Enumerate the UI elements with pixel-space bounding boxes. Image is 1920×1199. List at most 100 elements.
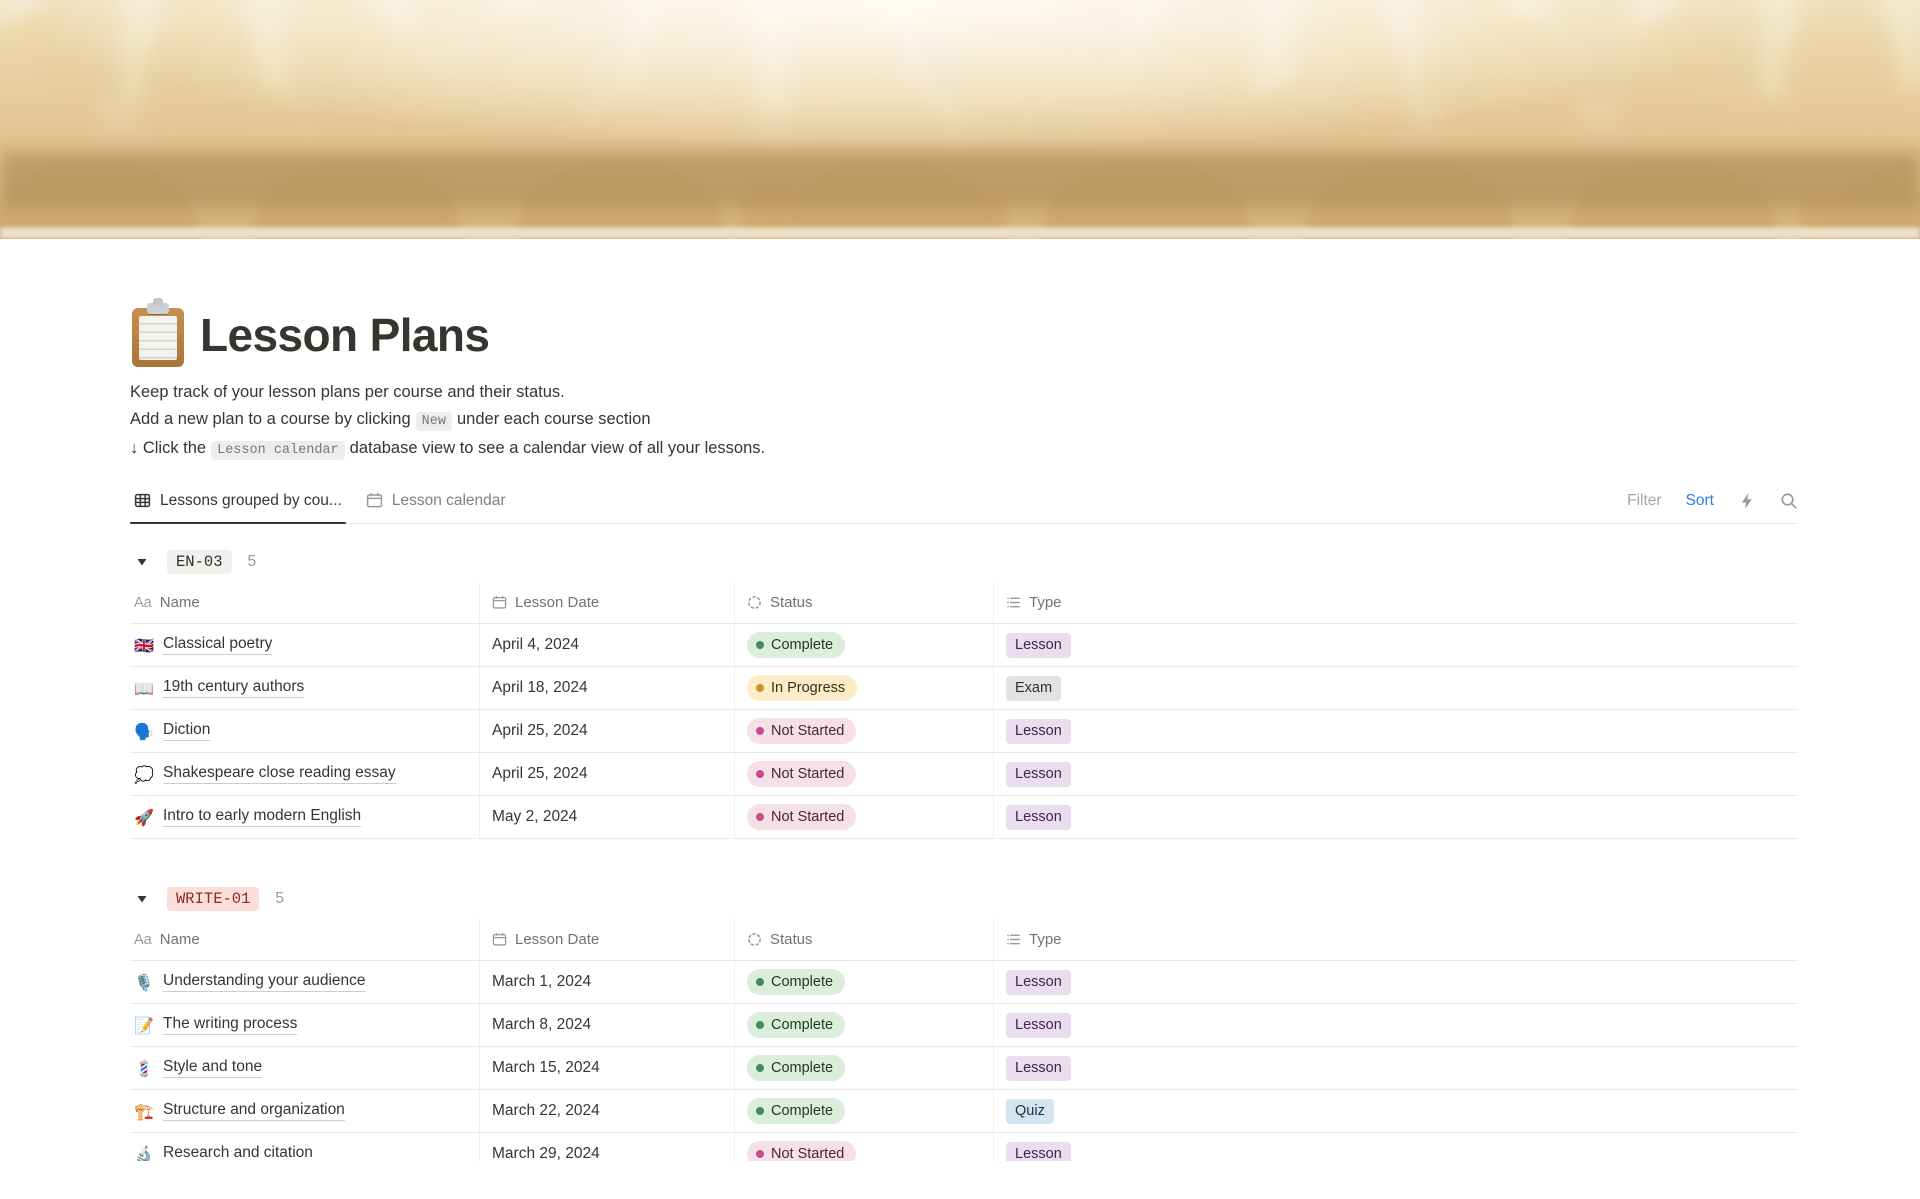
name-cell[interactable]: 🗣️ Diction	[130, 710, 480, 752]
name-cell[interactable]: 💭 Shakespeare close reading essay	[130, 753, 480, 795]
type-cell[interactable]: Lesson	[994, 1047, 1798, 1089]
table-row[interactable]: 💈 Style and tone March 15, 2024 Complete…	[130, 1047, 1798, 1090]
column-header-name[interactable]: Aa Name	[130, 919, 480, 960]
table-icon	[134, 492, 151, 509]
list-icon	[1006, 595, 1021, 610]
filter-button[interactable]: Filter	[1627, 491, 1662, 509]
lightning-icon[interactable]	[1738, 492, 1756, 510]
page-description: Keep track of your lesson plans per cour…	[130, 379, 1798, 464]
type-cell[interactable]: Lesson	[994, 961, 1798, 1003]
type-cell[interactable]: Lesson	[994, 710, 1798, 752]
lesson-name-link[interactable]: Classical poetry	[163, 635, 273, 655]
table-row[interactable]: 💭 Shakespeare close reading essay April …	[130, 753, 1798, 796]
lesson-date-cell[interactable]: March 22, 2024	[480, 1090, 735, 1132]
lesson-name-link[interactable]: Diction	[163, 721, 211, 741]
table-row[interactable]: 📖 19th century authors April 18, 2024 In…	[130, 667, 1798, 710]
search-icon[interactable]	[1780, 492, 1798, 510]
table-row[interactable]: 🇬🇧 Classical poetry April 4, 2024 Comple…	[130, 624, 1798, 667]
type-cell[interactable]: Lesson	[994, 796, 1798, 838]
lesson-date-value: March 22, 2024	[492, 1102, 600, 1119]
lesson-name-link[interactable]: Style and tone	[163, 1058, 263, 1078]
status-badge[interactable]: Not Started	[747, 718, 857, 744]
lesson-date-value: April 18, 2024	[492, 679, 588, 696]
type-tag[interactable]: Lesson	[1006, 969, 1071, 995]
type-cell[interactable]: Lesson	[994, 624, 1798, 666]
type-tag[interactable]: Exam	[1006, 675, 1062, 701]
column-header-status[interactable]: Status	[735, 919, 994, 960]
column-header-status[interactable]: Status	[735, 582, 994, 623]
table-row[interactable]: 🚀 Intro to early modern English May 2, 2…	[130, 796, 1798, 839]
row-emoji-icon: 🗣️	[134, 721, 154, 741]
lesson-name-link[interactable]: 19th century authors	[163, 678, 305, 698]
status-badge[interactable]: Complete	[747, 1055, 846, 1081]
type-cell[interactable]: Exam	[994, 667, 1798, 709]
lesson-date-cell[interactable]: April 4, 2024	[480, 624, 735, 666]
status-cell[interactable]: Complete	[735, 624, 994, 666]
lesson-date-cell[interactable]: March 15, 2024	[480, 1047, 735, 1089]
lesson-name-link[interactable]: The writing process	[163, 1015, 298, 1035]
status-badge[interactable]: Complete	[747, 1012, 846, 1038]
type-cell[interactable]: Quiz	[994, 1090, 1798, 1132]
type-tag[interactable]: Lesson	[1006, 1012, 1071, 1038]
column-header-type[interactable]: Type	[994, 582, 1798, 623]
tab-label: Lesson calendar	[391, 491, 506, 509]
tab-lessons-grouped-by-course[interactable]: Lessons grouped by cou...	[130, 478, 346, 524]
type-cell[interactable]: Lesson	[994, 1004, 1798, 1046]
sort-button[interactable]: Sort	[1685, 491, 1714, 509]
lesson-date-cell[interactable]: March 8, 2024	[480, 1004, 735, 1046]
lesson-name-link[interactable]: Intro to early modern English	[163, 807, 362, 827]
name-cell[interactable]: 💈 Style and tone	[130, 1047, 480, 1089]
group-toggle-icon[interactable]	[130, 887, 154, 911]
lesson-date-cell[interactable]: April 25, 2024	[480, 710, 735, 752]
table-row[interactable]: 🗣️ Diction April 25, 2024 Not Started Le…	[130, 710, 1798, 753]
type-tag[interactable]: Lesson	[1006, 1055, 1071, 1081]
lesson-date-cell[interactable]: March 1, 2024	[480, 961, 735, 1003]
status-badge[interactable]: Not Started	[747, 761, 857, 787]
status-cell[interactable]: Not Started	[735, 753, 994, 795]
row-emoji-icon: 💈	[134, 1058, 154, 1078]
column-header-type[interactable]: Type	[994, 919, 1798, 960]
status-cell[interactable]: Complete	[735, 1090, 994, 1132]
tab-lesson-calendar[interactable]: Lesson calendar	[362, 478, 510, 523]
lesson-date-cell[interactable]: March 29, 2024	[480, 1133, 735, 1175]
name-cell[interactable]: 🚀 Intro to early modern English	[130, 796, 480, 838]
type-tag[interactable]: Lesson	[1006, 632, 1071, 658]
table-row[interactable]: 📝 The writing process March 8, 2024 Comp…	[130, 1004, 1798, 1047]
status-badge[interactable]: Not Started	[747, 804, 857, 830]
lesson-date-cell[interactable]: April 18, 2024	[480, 667, 735, 709]
name-cell[interactable]: 🎙️ Understanding your audience	[130, 961, 480, 1003]
status-badge[interactable]: Complete	[747, 632, 846, 658]
name-cell[interactable]: 🏗️ Structure and organization	[130, 1090, 480, 1132]
cover-light-glow	[0, 0, 1920, 239]
lesson-date-cell[interactable]: April 25, 2024	[480, 753, 735, 795]
name-cell[interactable]: 📝 The writing process	[130, 1004, 480, 1046]
column-header-name[interactable]: Aa Name	[130, 582, 480, 623]
type-cell[interactable]: Lesson	[994, 753, 1798, 795]
status-cell[interactable]: In Progress	[735, 667, 994, 709]
status-cell[interactable]: Complete	[735, 1004, 994, 1046]
status-badge[interactable]: Complete	[747, 1098, 846, 1124]
table-row[interactable]: 🏗️ Structure and organization March 22, …	[130, 1090, 1798, 1133]
group-toggle-icon[interactable]	[130, 550, 154, 574]
type-tag[interactable]: Lesson	[1006, 718, 1071, 744]
lesson-name-link[interactable]: Structure and organization	[163, 1101, 345, 1121]
status-cell[interactable]: Complete	[735, 961, 994, 1003]
name-cell[interactable]: 📖 19th century authors	[130, 667, 480, 709]
view-toolbar: Filter Sort	[1627, 492, 1798, 510]
clipboard-page-icon[interactable]	[130, 303, 186, 367]
column-header-lesson-date[interactable]: Lesson Date	[480, 582, 735, 623]
type-tag[interactable]: Lesson	[1006, 804, 1071, 830]
status-cell[interactable]: Not Started	[735, 796, 994, 838]
type-tag[interactable]: Lesson	[1006, 761, 1071, 787]
lesson-name-link[interactable]: Understanding your audience	[163, 972, 366, 992]
table-row[interactable]: 🎙️ Understanding your audience March 1, …	[130, 961, 1798, 1004]
status-cell[interactable]: Complete	[735, 1047, 994, 1089]
column-header-lesson-date[interactable]: Lesson Date	[480, 919, 735, 960]
status-badge[interactable]: Complete	[747, 969, 846, 995]
status-badge[interactable]: In Progress	[747, 675, 858, 701]
lesson-name-link[interactable]: Shakespeare close reading essay	[163, 764, 396, 784]
status-cell[interactable]: Not Started	[735, 710, 994, 752]
name-cell[interactable]: 🇬🇧 Classical poetry	[130, 624, 480, 666]
lesson-date-cell[interactable]: May 2, 2024	[480, 796, 735, 838]
type-tag[interactable]: Quiz	[1006, 1098, 1054, 1124]
